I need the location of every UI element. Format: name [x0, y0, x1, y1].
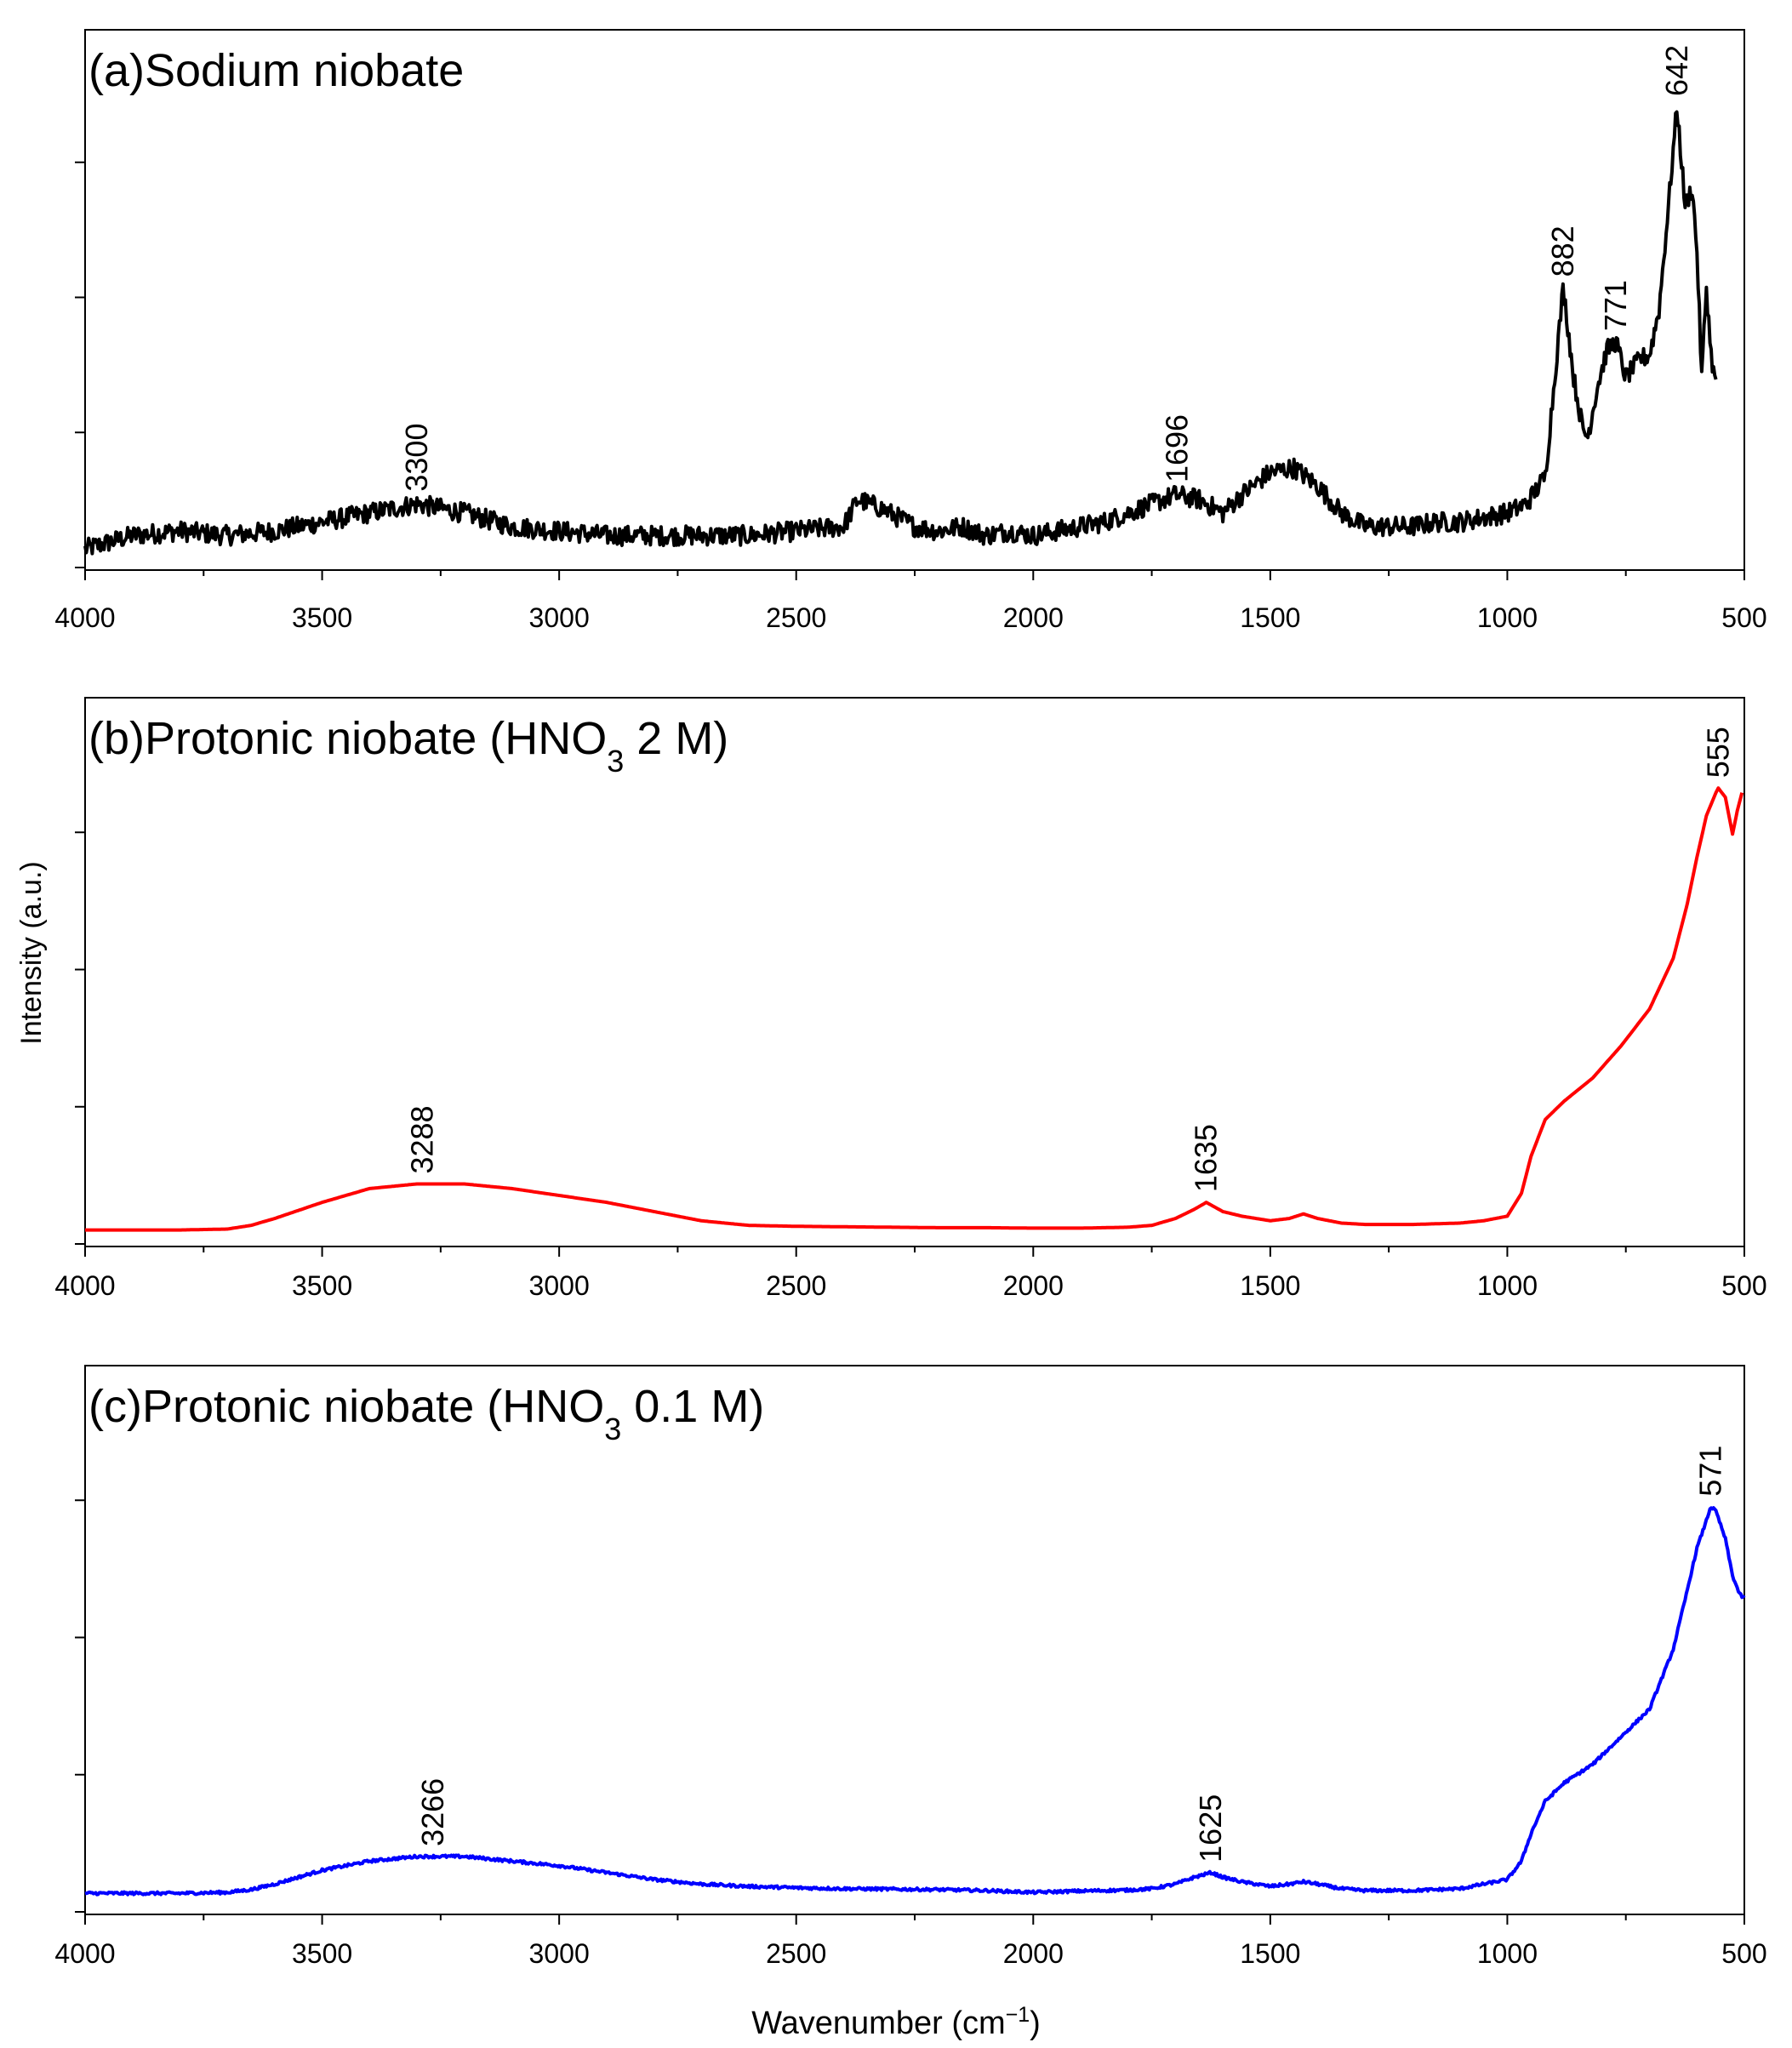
- x-tick-label: 3500: [292, 1938, 352, 1969]
- x-axis-label: Wavenumber (cm−1): [751, 2003, 1041, 2041]
- x-axis-label-close: ): [1030, 2005, 1041, 2041]
- x-tick-label: 1500: [1240, 1270, 1300, 1301]
- x-tick-label: 3000: [529, 602, 590, 633]
- x-tick-label: 2500: [766, 1938, 826, 1969]
- panel-title: (a)Sodium niobate: [88, 45, 464, 96]
- x-tick-label: 2500: [766, 1270, 826, 1301]
- peak-label: 3300: [399, 424, 434, 492]
- x-tick-label: 2500: [766, 602, 826, 633]
- x-tick-label: 3000: [529, 1270, 590, 1301]
- panel-label: (b): [88, 713, 145, 764]
- spectrum-line: [83, 110, 1718, 556]
- y-axis-label: Intensity (a.u.): [15, 861, 48, 1044]
- peak-label: 771: [1598, 280, 1633, 331]
- panel-title-end: 0.1 M): [621, 1381, 764, 1432]
- x-tick-label: 1000: [1477, 1938, 1538, 1969]
- panel-label: (c): [88, 1381, 142, 1432]
- panel-title: (b)Protonic niobate (HNO3 2 M): [88, 713, 728, 779]
- peak-label: 882: [1545, 225, 1580, 277]
- x-tick-label: 1000: [1477, 602, 1538, 633]
- peak-label: 1635: [1189, 1124, 1224, 1192]
- panel-title-end: 2 M): [624, 713, 728, 764]
- chart-panel-a: 4000 3500 3000 2500 2000 1500 1000 500 (a)Sodium…: [54, 29, 1767, 633]
- x-tick-label: 3500: [292, 602, 352, 633]
- x-tick-label: 1500: [1240, 602, 1300, 633]
- peak-label: 1696: [1160, 414, 1195, 482]
- x-tick-label: 500: [1721, 1270, 1766, 1301]
- peak-label: 555: [1700, 727, 1735, 778]
- panel-title-text: Protonic niobate (HNO: [145, 713, 607, 764]
- x-tick-label: 1500: [1240, 1938, 1300, 1969]
- x-tick-label: 2000: [1003, 1270, 1064, 1301]
- chart-panel-b: 4000 3500 3000 2500 2000 1500 1000 500 (b)Proton…: [54, 697, 1767, 1301]
- x-tick-label: 4000: [54, 1270, 115, 1301]
- peak-label: 3266: [415, 1778, 450, 1846]
- panel-title-subscript: 3: [607, 744, 624, 779]
- peak-label: 1625: [1193, 1794, 1228, 1863]
- x-tick-label: 1000: [1477, 1270, 1538, 1301]
- peak-label: 571: [1692, 1446, 1727, 1497]
- chart-panel-c: 4000 3500 3000 2500 2000 1500 1000 500 (c)Proton…: [54, 1365, 1767, 1969]
- x-tick-label: 3000: [529, 1938, 590, 1969]
- peak-label: 3288: [405, 1105, 440, 1173]
- panel-title-subscript: 3: [604, 1412, 621, 1446]
- panel-title-text: Protonic niobate (HNO: [142, 1381, 604, 1432]
- x-tick-label: 2000: [1003, 1938, 1064, 1969]
- spectrum-line: [84, 786, 1744, 1232]
- panel-label: (a): [88, 45, 145, 96]
- x-tick-label: 3500: [292, 1270, 352, 1301]
- x-axis-label-superscript: −1: [1006, 2003, 1030, 2027]
- spectrum-line: [84, 1506, 1746, 1897]
- panel-title-text: Sodium niobate: [145, 45, 464, 96]
- peak-label: 642: [1659, 45, 1694, 96]
- x-tick-label: 2000: [1003, 602, 1064, 633]
- panel-title: (c)Protonic niobate (HNO3 0.1 M): [88, 1381, 764, 1446]
- x-tick-label: 500: [1721, 602, 1766, 633]
- x-tick-label: 4000: [54, 1938, 115, 1969]
- x-tick-label: 4000: [54, 602, 115, 633]
- x-tick-label: 500: [1721, 1938, 1766, 1969]
- x-axis-label-text: Wavenumber (cm: [751, 2005, 1005, 2041]
